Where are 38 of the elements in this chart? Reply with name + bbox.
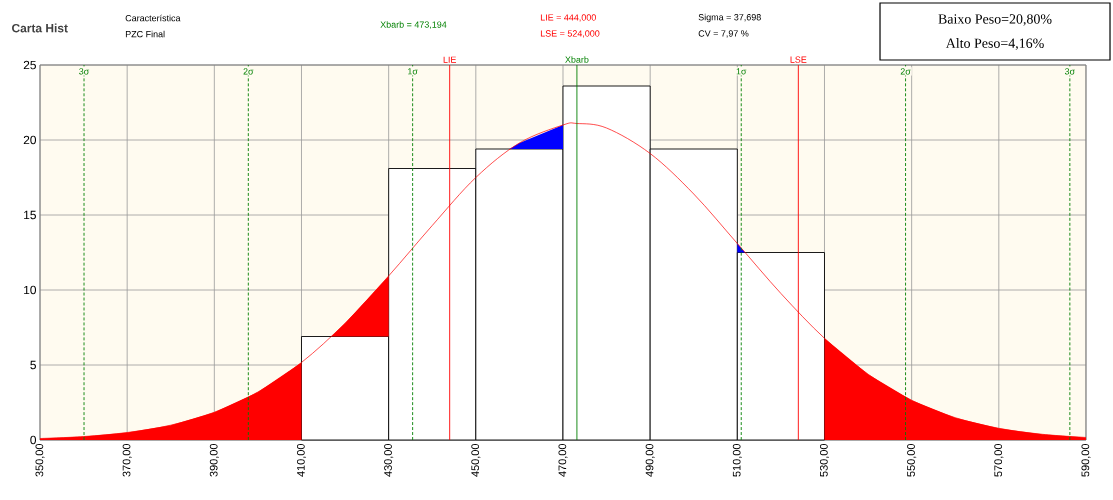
y-tick-label: 25 (23, 60, 36, 70)
x-tick-label: 590,00 (1081, 443, 1091, 477)
y-tick-label: 10 (24, 285, 37, 295)
ref-line-label: 1σ (736, 68, 747, 75)
ref-line-label: 2σ (243, 68, 254, 75)
text: Baixo Peso=20,80% (938, 14, 1052, 26)
x-tick-label: 490,00 (645, 443, 655, 477)
text: Alto Peso=4,16% (945, 38, 1044, 50)
text: PZC Final (125, 30, 165, 38)
x-tick-label: 390,00 (209, 443, 219, 477)
text: LSE = 524,000 (540, 30, 600, 38)
ref-line-label: 2σ (900, 68, 911, 75)
text: Característica (125, 14, 181, 22)
x-tick-label: 410,00 (296, 443, 307, 477)
text: LIE = 444,000 (540, 14, 596, 22)
y-tick-label: 0 (30, 435, 37, 445)
y-tick-label: 20 (23, 135, 37, 145)
ref-line-label: LIE (443, 56, 457, 63)
x-tick-label: 570,00 (994, 443, 1004, 477)
text: Sigma = 37,698 (698, 13, 761, 23)
x-tick-label: 370,00 (122, 443, 132, 477)
x-tick-label: 470,00 (558, 443, 568, 477)
text: Xbarb = 473,194 (380, 21, 447, 29)
x-tick-label: 550,00 (907, 443, 917, 477)
x-tick-label: 530,00 (819, 443, 830, 477)
ref-line-label: 3σ (79, 68, 90, 75)
x-tick-label: 350,00 (35, 443, 45, 477)
ref-line-label: 1σ (408, 68, 418, 75)
y-tick-label: 15 (24, 210, 36, 220)
x-tick-label: 450,00 (471, 443, 481, 477)
y-tick-label: 5 (30, 360, 36, 370)
chart-title: Carta Hist (12, 23, 68, 33)
ref-line-label: 3σ (1064, 68, 1075, 75)
ref-line-label: Xbarb (565, 56, 589, 63)
ref-line-label: LSE (790, 56, 807, 63)
text: CV = 7,97 % (698, 30, 749, 38)
x-tick-label: 510,00 (732, 443, 742, 477)
x-tick-label: 430,00 (384, 443, 394, 477)
